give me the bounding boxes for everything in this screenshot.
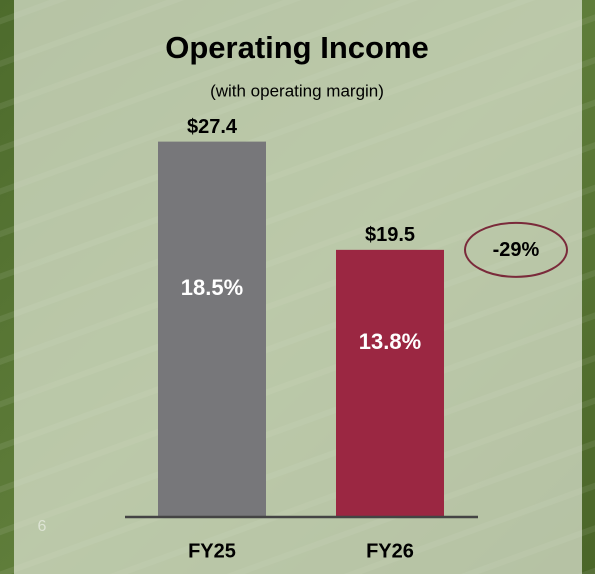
value-label: $19.5 (365, 224, 415, 246)
margin-label: 18.5% (181, 275, 243, 300)
chart-subtitle: (with operating margin) (210, 81, 384, 100)
bar (336, 250, 444, 517)
x-tick-label: FY26 (366, 540, 414, 562)
value-label: $27.4 (187, 116, 238, 138)
chart-title: Operating Income (165, 30, 429, 65)
annotation: -29% (493, 239, 540, 261)
page-number: 6 (38, 518, 47, 535)
margin-label: 13.8% (359, 329, 421, 354)
slide: Operating Income (with operating margin)… (0, 0, 595, 574)
x-tick-label: FY25 (188, 540, 236, 562)
bar (158, 142, 266, 517)
